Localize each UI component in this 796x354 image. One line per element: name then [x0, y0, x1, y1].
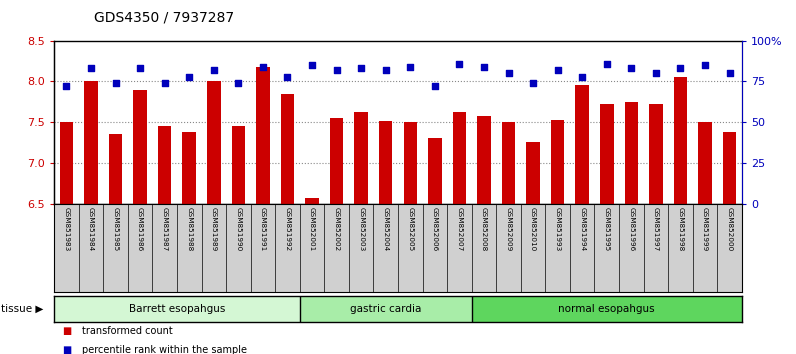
Text: gastric cardia: gastric cardia	[350, 304, 421, 314]
Bar	[60, 122, 73, 204]
Point	[158, 80, 171, 86]
Bar	[404, 122, 417, 204]
Text: GSM851993: GSM851993	[555, 207, 560, 251]
Bar	[232, 126, 245, 204]
Point	[650, 70, 662, 76]
Text: GSM852000: GSM852000	[727, 207, 732, 251]
Bar	[256, 67, 270, 204]
Point	[380, 67, 392, 73]
Point	[134, 65, 146, 71]
Text: percentile rank within the sample: percentile rank within the sample	[82, 345, 247, 354]
Point	[674, 65, 687, 71]
Bar	[501, 122, 515, 204]
Text: GSM852005: GSM852005	[408, 207, 413, 251]
Point	[404, 64, 416, 70]
Text: GSM852004: GSM852004	[383, 207, 388, 251]
Text: tissue ▶: tissue ▶	[1, 304, 43, 314]
Bar	[453, 112, 466, 204]
Text: GSM851987: GSM851987	[162, 207, 168, 251]
Bar	[551, 120, 564, 204]
Bar	[472, 296, 742, 322]
Point	[208, 67, 220, 73]
Point	[183, 74, 196, 79]
Text: GSM852002: GSM852002	[334, 207, 340, 251]
Text: GSM851983: GSM851983	[64, 207, 69, 251]
Bar	[281, 94, 295, 204]
Bar	[723, 132, 736, 204]
Text: GSM851997: GSM851997	[653, 207, 659, 251]
Point	[306, 62, 318, 68]
Text: GSM851988: GSM851988	[186, 207, 192, 251]
Bar	[576, 85, 589, 204]
Text: GSM852001: GSM852001	[309, 207, 315, 251]
Text: GSM851995: GSM851995	[604, 207, 610, 251]
Point	[109, 80, 122, 86]
Text: GSM851996: GSM851996	[628, 207, 634, 251]
Bar	[54, 296, 300, 322]
Bar	[330, 118, 343, 204]
Text: GSM851991: GSM851991	[260, 207, 266, 251]
Text: GSM851998: GSM851998	[677, 207, 684, 251]
Bar	[300, 296, 472, 322]
Point	[576, 74, 588, 79]
Text: ■: ■	[62, 326, 72, 336]
Point	[625, 65, 638, 71]
Point	[330, 67, 343, 73]
Bar	[354, 112, 368, 204]
Bar	[673, 77, 687, 204]
Bar	[134, 90, 146, 204]
Text: GSM852006: GSM852006	[432, 207, 438, 251]
Point	[256, 64, 269, 70]
Bar	[306, 198, 318, 204]
Text: GSM851984: GSM851984	[88, 207, 94, 251]
Bar	[207, 81, 220, 204]
Point	[600, 61, 613, 66]
Text: GSM852009: GSM852009	[505, 207, 512, 251]
Text: GDS4350 / 7937287: GDS4350 / 7937287	[94, 11, 234, 25]
Text: GSM851989: GSM851989	[211, 207, 217, 251]
Point	[281, 74, 294, 79]
Point	[724, 70, 736, 76]
Point	[453, 61, 466, 66]
Point	[84, 65, 97, 71]
Point	[699, 62, 712, 68]
Point	[60, 84, 72, 89]
Text: GSM852007: GSM852007	[456, 207, 462, 251]
Bar	[428, 138, 442, 204]
Text: transformed count: transformed count	[82, 326, 173, 336]
Point	[232, 80, 244, 86]
Text: Barrett esopahgus: Barrett esopahgus	[129, 304, 225, 314]
Point	[478, 64, 490, 70]
Point	[355, 65, 368, 71]
Bar	[478, 116, 490, 204]
Bar	[84, 81, 98, 204]
Bar	[698, 122, 712, 204]
Text: GSM851986: GSM851986	[137, 207, 143, 251]
Bar	[526, 143, 540, 204]
Bar	[600, 104, 614, 204]
Bar	[650, 104, 662, 204]
Bar	[625, 102, 638, 204]
Point	[428, 84, 441, 89]
Text: GSM852003: GSM852003	[358, 207, 364, 251]
Text: GSM851999: GSM851999	[702, 207, 708, 251]
Text: GSM851990: GSM851990	[236, 207, 241, 251]
Bar	[379, 120, 392, 204]
Bar	[182, 132, 196, 204]
Text: normal esopahgus: normal esopahgus	[559, 304, 655, 314]
Point	[527, 80, 540, 86]
Text: GSM852010: GSM852010	[530, 207, 536, 251]
Text: GSM851985: GSM851985	[112, 207, 119, 251]
Bar	[158, 126, 171, 204]
Text: GSM852008: GSM852008	[481, 207, 487, 251]
Text: GSM851994: GSM851994	[579, 207, 585, 251]
Text: GSM851992: GSM851992	[284, 207, 291, 251]
Bar	[109, 135, 123, 204]
Text: ■: ■	[62, 345, 72, 354]
Point	[552, 67, 564, 73]
Point	[502, 70, 515, 76]
